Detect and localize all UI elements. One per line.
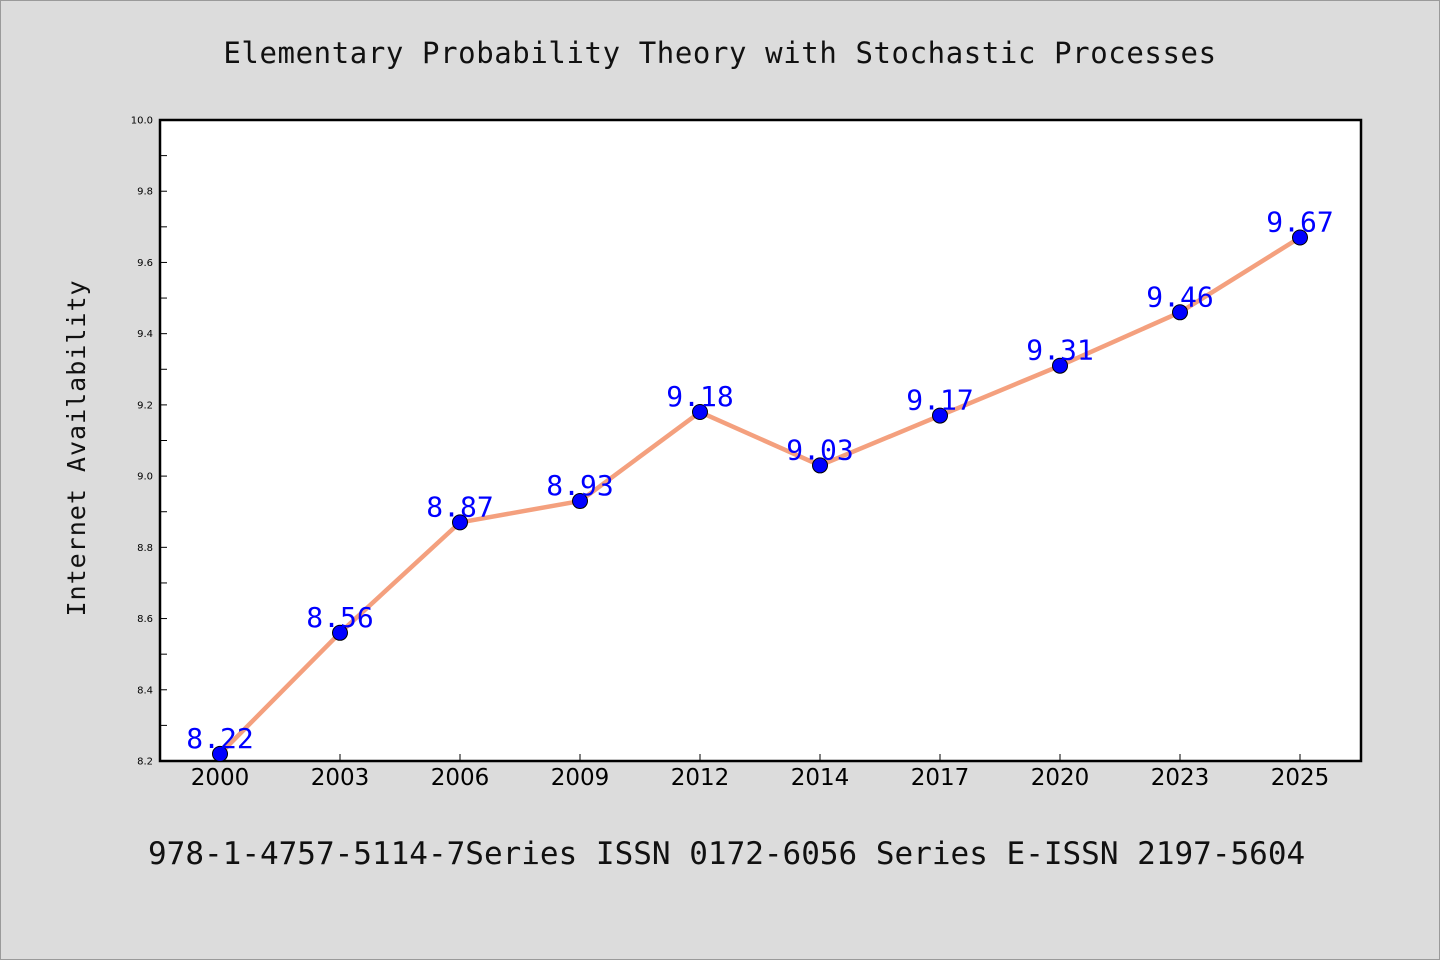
y-tick-label: 8.4 <box>137 685 153 696</box>
x-tick-label: 2014 <box>791 765 850 791</box>
y-tick-label: 9.8 <box>137 187 153 198</box>
x-tick-label: 2025 <box>1271 765 1330 791</box>
y-tick-label: 8.6 <box>137 614 153 625</box>
x-tick-label: 2000 <box>191 765 250 791</box>
data-point <box>932 407 948 424</box>
y-axis: 8.2 8.4 8.6 8.8 9.0 9.2 9.4 9.6 9.8 10.0 <box>131 116 167 768</box>
x-tick-label: 2020 <box>1031 765 1090 791</box>
data-label: 9.46 <box>1146 280 1213 313</box>
y-tick-label: 10.0 <box>131 116 153 127</box>
y-axis-label: Internet Availability <box>62 279 91 616</box>
data-label: 9.17 <box>906 384 973 417</box>
x-axis: 2000 2003 2006 2009 2012 2014 2017 2020 2023 2025 <box>191 754 1330 791</box>
data-point <box>212 745 228 762</box>
x-tick-label: 2003 <box>311 765 370 791</box>
x-tick-label: 2017 <box>911 765 970 791</box>
data-label: 9.03 <box>786 433 853 466</box>
data-label: 9.18 <box>666 380 733 413</box>
y-tick-label: 9.2 <box>137 400 153 411</box>
series-line <box>218 235 1302 756</box>
x-tick-label: 2012 <box>671 765 730 791</box>
x-tick-label: 2023 <box>1151 765 1210 791</box>
data-point <box>1052 357 1068 374</box>
data-point <box>452 514 468 531</box>
data-label: 8.22 <box>186 722 253 755</box>
data-label: 8.93 <box>546 469 613 502</box>
data-point <box>1292 229 1308 246</box>
footer-isbn-issn: 978-1-4757-5114-7Series ISSN 0172-6056 S… <box>148 836 1305 872</box>
data-point <box>572 493 588 510</box>
data-label: 8.56 <box>306 601 373 634</box>
y-tick-label: 8.2 <box>137 757 153 768</box>
data-point <box>812 457 828 474</box>
data-point <box>1172 304 1188 321</box>
plot-area <box>158 118 1363 763</box>
data-point <box>332 624 348 641</box>
y-tick-label: 9.6 <box>137 258 153 269</box>
x-tick-label: 2006 <box>431 765 490 791</box>
series-group: 8.22 8.56 8.87 8.93 9.18 9.03 9.17 9.31 9.46 9.67 <box>186 206 1334 762</box>
y-tick-label: 8.8 <box>137 543 153 554</box>
y-tick-label: 9.4 <box>137 329 153 340</box>
data-label: 9.31 <box>1026 334 1093 367</box>
data-label: 8.87 <box>426 490 493 523</box>
data-label: 9.67 <box>1266 206 1333 239</box>
chart-title: Elementary Probability Theory with Stoch… <box>223 36 1216 70</box>
data-point <box>692 404 708 421</box>
x-tick-label: 2009 <box>551 765 610 791</box>
y-tick-label: 9.0 <box>137 472 153 483</box>
